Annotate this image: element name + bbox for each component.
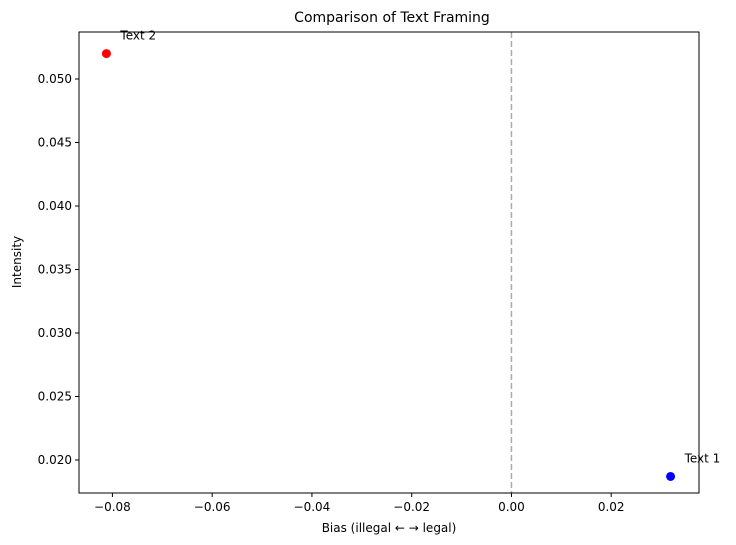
points-layer (101, 49, 676, 481)
x-tick-label: −0.06 (194, 500, 231, 514)
y-tick-label: 0.045 (38, 135, 72, 149)
chart-title: Comparison of Text Framing (294, 10, 490, 26)
y-tick-label: 0.035 (38, 262, 72, 276)
y-tick-label: 0.020 (38, 453, 72, 467)
point-labels-layer: Text 1 Text 2 (119, 29, 720, 466)
y-tick-label: 0.025 (38, 389, 72, 403)
x-tick-label: 0.00 (498, 500, 525, 514)
x-axis: −0.08 −0.06 −0.04 −0.02 0.00 0.02 (94, 493, 625, 514)
y-tick-label: 0.050 (38, 72, 72, 86)
x-tick-label: −0.02 (393, 500, 430, 514)
y-tick-label: 0.040 (38, 199, 72, 213)
x-tick-label: −0.08 (94, 500, 131, 514)
x-tick-label: 0.02 (598, 500, 625, 514)
data-point (666, 471, 676, 481)
y-tick-label: 0.030 (38, 326, 72, 340)
x-axis-label: Bias (illegal ← → legal) (322, 521, 457, 535)
data-point (101, 49, 111, 59)
y-axis-label: Intensity (10, 236, 24, 288)
y-axis: 0.020 0.025 0.030 0.035 0.040 0.045 0.050 (38, 72, 79, 467)
data-point-label: Text 2 (119, 29, 156, 43)
x-tick-label: −0.04 (294, 500, 331, 514)
plot-frame (78, 31, 700, 494)
data-point-label: Text 1 (684, 451, 721, 465)
